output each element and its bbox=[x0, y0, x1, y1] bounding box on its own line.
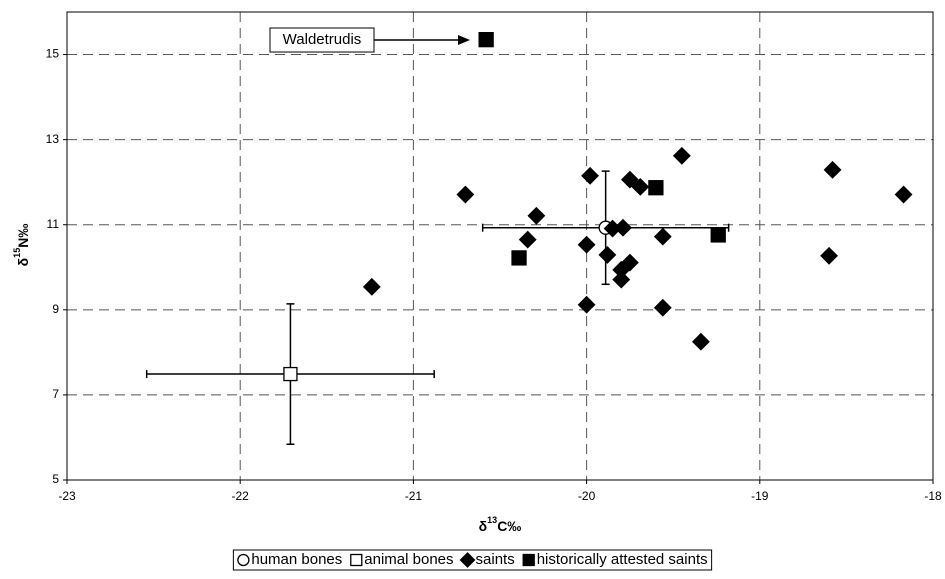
annotation: Waldetrudis bbox=[283, 31, 362, 48]
marker bbox=[620, 170, 639, 189]
x-axis-label: δ13C‰ bbox=[479, 515, 522, 533]
marker bbox=[672, 146, 691, 165]
marker bbox=[581, 166, 599, 185]
marker bbox=[894, 185, 913, 204]
x-tick-label: -19 bbox=[751, 489, 769, 503]
legend-marker bbox=[350, 553, 363, 567]
legend-marker bbox=[459, 552, 476, 568]
annotation-arrowhead bbox=[458, 35, 470, 45]
marker bbox=[478, 32, 494, 48]
marker bbox=[691, 332, 710, 351]
x-tick-label: -22 bbox=[232, 489, 250, 503]
y-tick-label: 13 bbox=[46, 132, 60, 146]
marker bbox=[511, 250, 527, 266]
y-tick-label: 7 bbox=[52, 387, 59, 401]
legend-marker bbox=[237, 553, 250, 567]
marker bbox=[362, 277, 381, 296]
marker bbox=[631, 177, 650, 196]
x-tick-label: -20 bbox=[578, 489, 596, 503]
plot-frame bbox=[66, 11, 934, 481]
marker bbox=[648, 180, 664, 196]
y-tick-label: 15 bbox=[46, 47, 60, 61]
marker bbox=[518, 230, 537, 249]
marker bbox=[614, 218, 632, 237]
marker bbox=[620, 253, 639, 272]
marker bbox=[598, 246, 617, 264]
marker bbox=[820, 246, 838, 265]
marker bbox=[577, 235, 596, 254]
legend-label: historically attested saints bbox=[537, 551, 708, 568]
legend-label: human bones bbox=[251, 551, 342, 568]
y-tick-label: 5 bbox=[52, 472, 59, 486]
legend-marker bbox=[522, 553, 535, 567]
legend: human bones animal bones saints historicall… bbox=[237, 551, 708, 568]
legend-label: saints bbox=[476, 551, 515, 568]
marker bbox=[653, 298, 672, 317]
marker bbox=[612, 270, 631, 289]
marker bbox=[577, 295, 596, 314]
x-tick-label: -23 bbox=[58, 489, 76, 503]
y-tick-label: 11 bbox=[47, 217, 60, 231]
marker bbox=[653, 227, 672, 246]
marker bbox=[527, 206, 546, 225]
y-tick-label: 9 bbox=[52, 302, 59, 316]
marker bbox=[823, 160, 842, 179]
marker bbox=[456, 185, 475, 204]
legend-label: animal bones bbox=[364, 551, 453, 568]
y-axis-label: δ15N‰ bbox=[12, 224, 30, 267]
marker bbox=[283, 366, 298, 382]
x-tick-label: -21 bbox=[405, 489, 423, 503]
marker bbox=[710, 227, 726, 243]
x-tick-label: -18 bbox=[924, 489, 942, 503]
